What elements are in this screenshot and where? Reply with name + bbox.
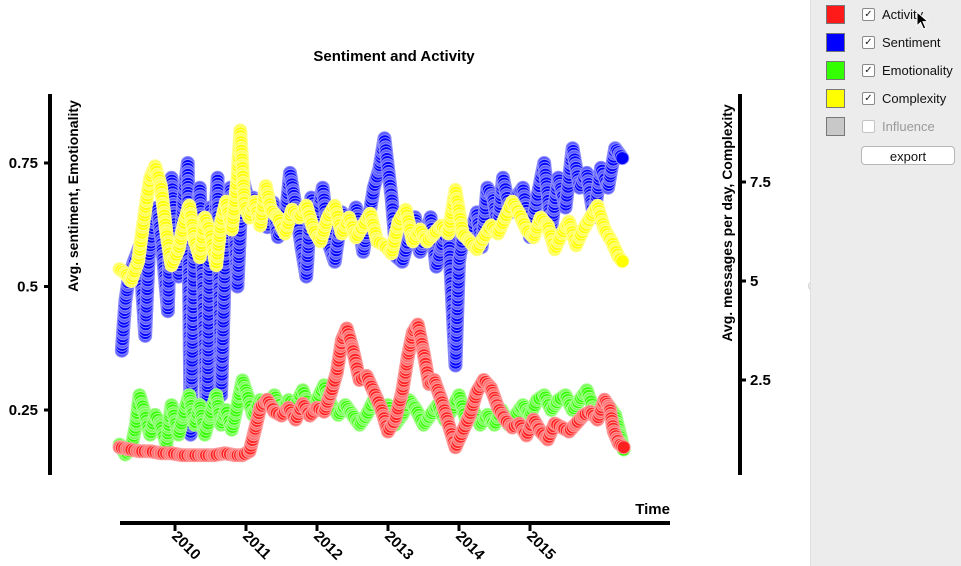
plot-area	[112, 123, 631, 463]
left-y-tick-label: 0.75	[9, 155, 38, 172]
legend-color-swatch	[826, 4, 845, 24]
data-point	[615, 151, 630, 166]
x-tick-label: 2014	[452, 528, 488, 564]
left-y-tick-label: 0.25	[9, 402, 38, 419]
legend-color-swatch	[826, 116, 845, 136]
x-tick-label: 2015	[523, 528, 559, 564]
legend-item-complexity[interactable]: ✓ Complexity	[826, 87, 946, 109]
legend-item-influence: Influence	[826, 115, 935, 137]
legend-color-swatch	[826, 32, 845, 52]
legend-color-swatch	[826, 60, 845, 80]
legend-item-sentiment[interactable]: ✓ Sentiment	[826, 31, 941, 53]
legend-item-label: Emotionality	[882, 62, 953, 78]
left-y-axis: 0.75 0.5 0.25 Avg. sentiment, Emotionality	[9, 94, 81, 475]
right-y-tick-label: 7.5	[750, 174, 771, 191]
right-y-tick-label: 2.5	[750, 372, 771, 389]
series-activity	[112, 317, 631, 463]
x-tick-label: 2010	[168, 528, 204, 564]
chart-title: Sentiment and Activity	[313, 48, 475, 65]
legend-panel: ✓ Activity ✓ Sentiment ✓ Emotionality ✓ Complex…	[810, 0, 961, 566]
legend-checkbox[interactable]: ✓	[862, 35, 875, 49]
legend-item-emotionality[interactable]: ✓ Emotionality	[826, 59, 953, 81]
series-sentiment	[114, 131, 630, 442]
right-y-tick-label: 5	[750, 273, 758, 290]
data-point	[615, 254, 630, 269]
legend-checkbox[interactable]: ✓	[862, 7, 875, 21]
left-y-axis-label: Avg. sentiment, Emotionality	[65, 100, 81, 292]
export-button[interactable]: export	[861, 146, 955, 165]
legend-checkbox[interactable]: ✓	[862, 91, 875, 105]
legend-item-activity[interactable]: ✓ Activity	[826, 3, 923, 25]
legend-color-swatch	[826, 88, 845, 108]
legend-item-label: Influence	[882, 118, 935, 134]
left-y-tick-label: 0.5	[17, 279, 38, 296]
x-axis-label: Time	[635, 501, 670, 518]
legend-checkbox	[862, 119, 875, 133]
x-tick-label: 2013	[381, 528, 417, 564]
data-point	[616, 440, 631, 455]
legend-item-label: Activity	[882, 6, 924, 22]
x-axis: 2010 2011 2012 2013 2014 2015 Time	[120, 501, 670, 564]
series-complexity	[112, 123, 630, 288]
right-y-axis-label: Avg. messages per day, Complexity	[719, 104, 735, 342]
mouse-pointer-icon	[916, 11, 930, 30]
legend-item-label: Complexity	[882, 90, 947, 106]
legend-checkbox[interactable]: ✓	[862, 63, 875, 77]
sentiment-activity-chart: Sentiment and Activity 0.75 0.5 0.25 Avg. …	[9, 48, 771, 564]
x-tick-label: 2011	[239, 528, 274, 563]
right-y-axis: 7.5 5 2.5 Avg. messages per day, Complexit…	[719, 94, 771, 475]
legend-item-label: Sentiment	[882, 34, 941, 50]
x-tick-label: 2012	[310, 528, 346, 564]
